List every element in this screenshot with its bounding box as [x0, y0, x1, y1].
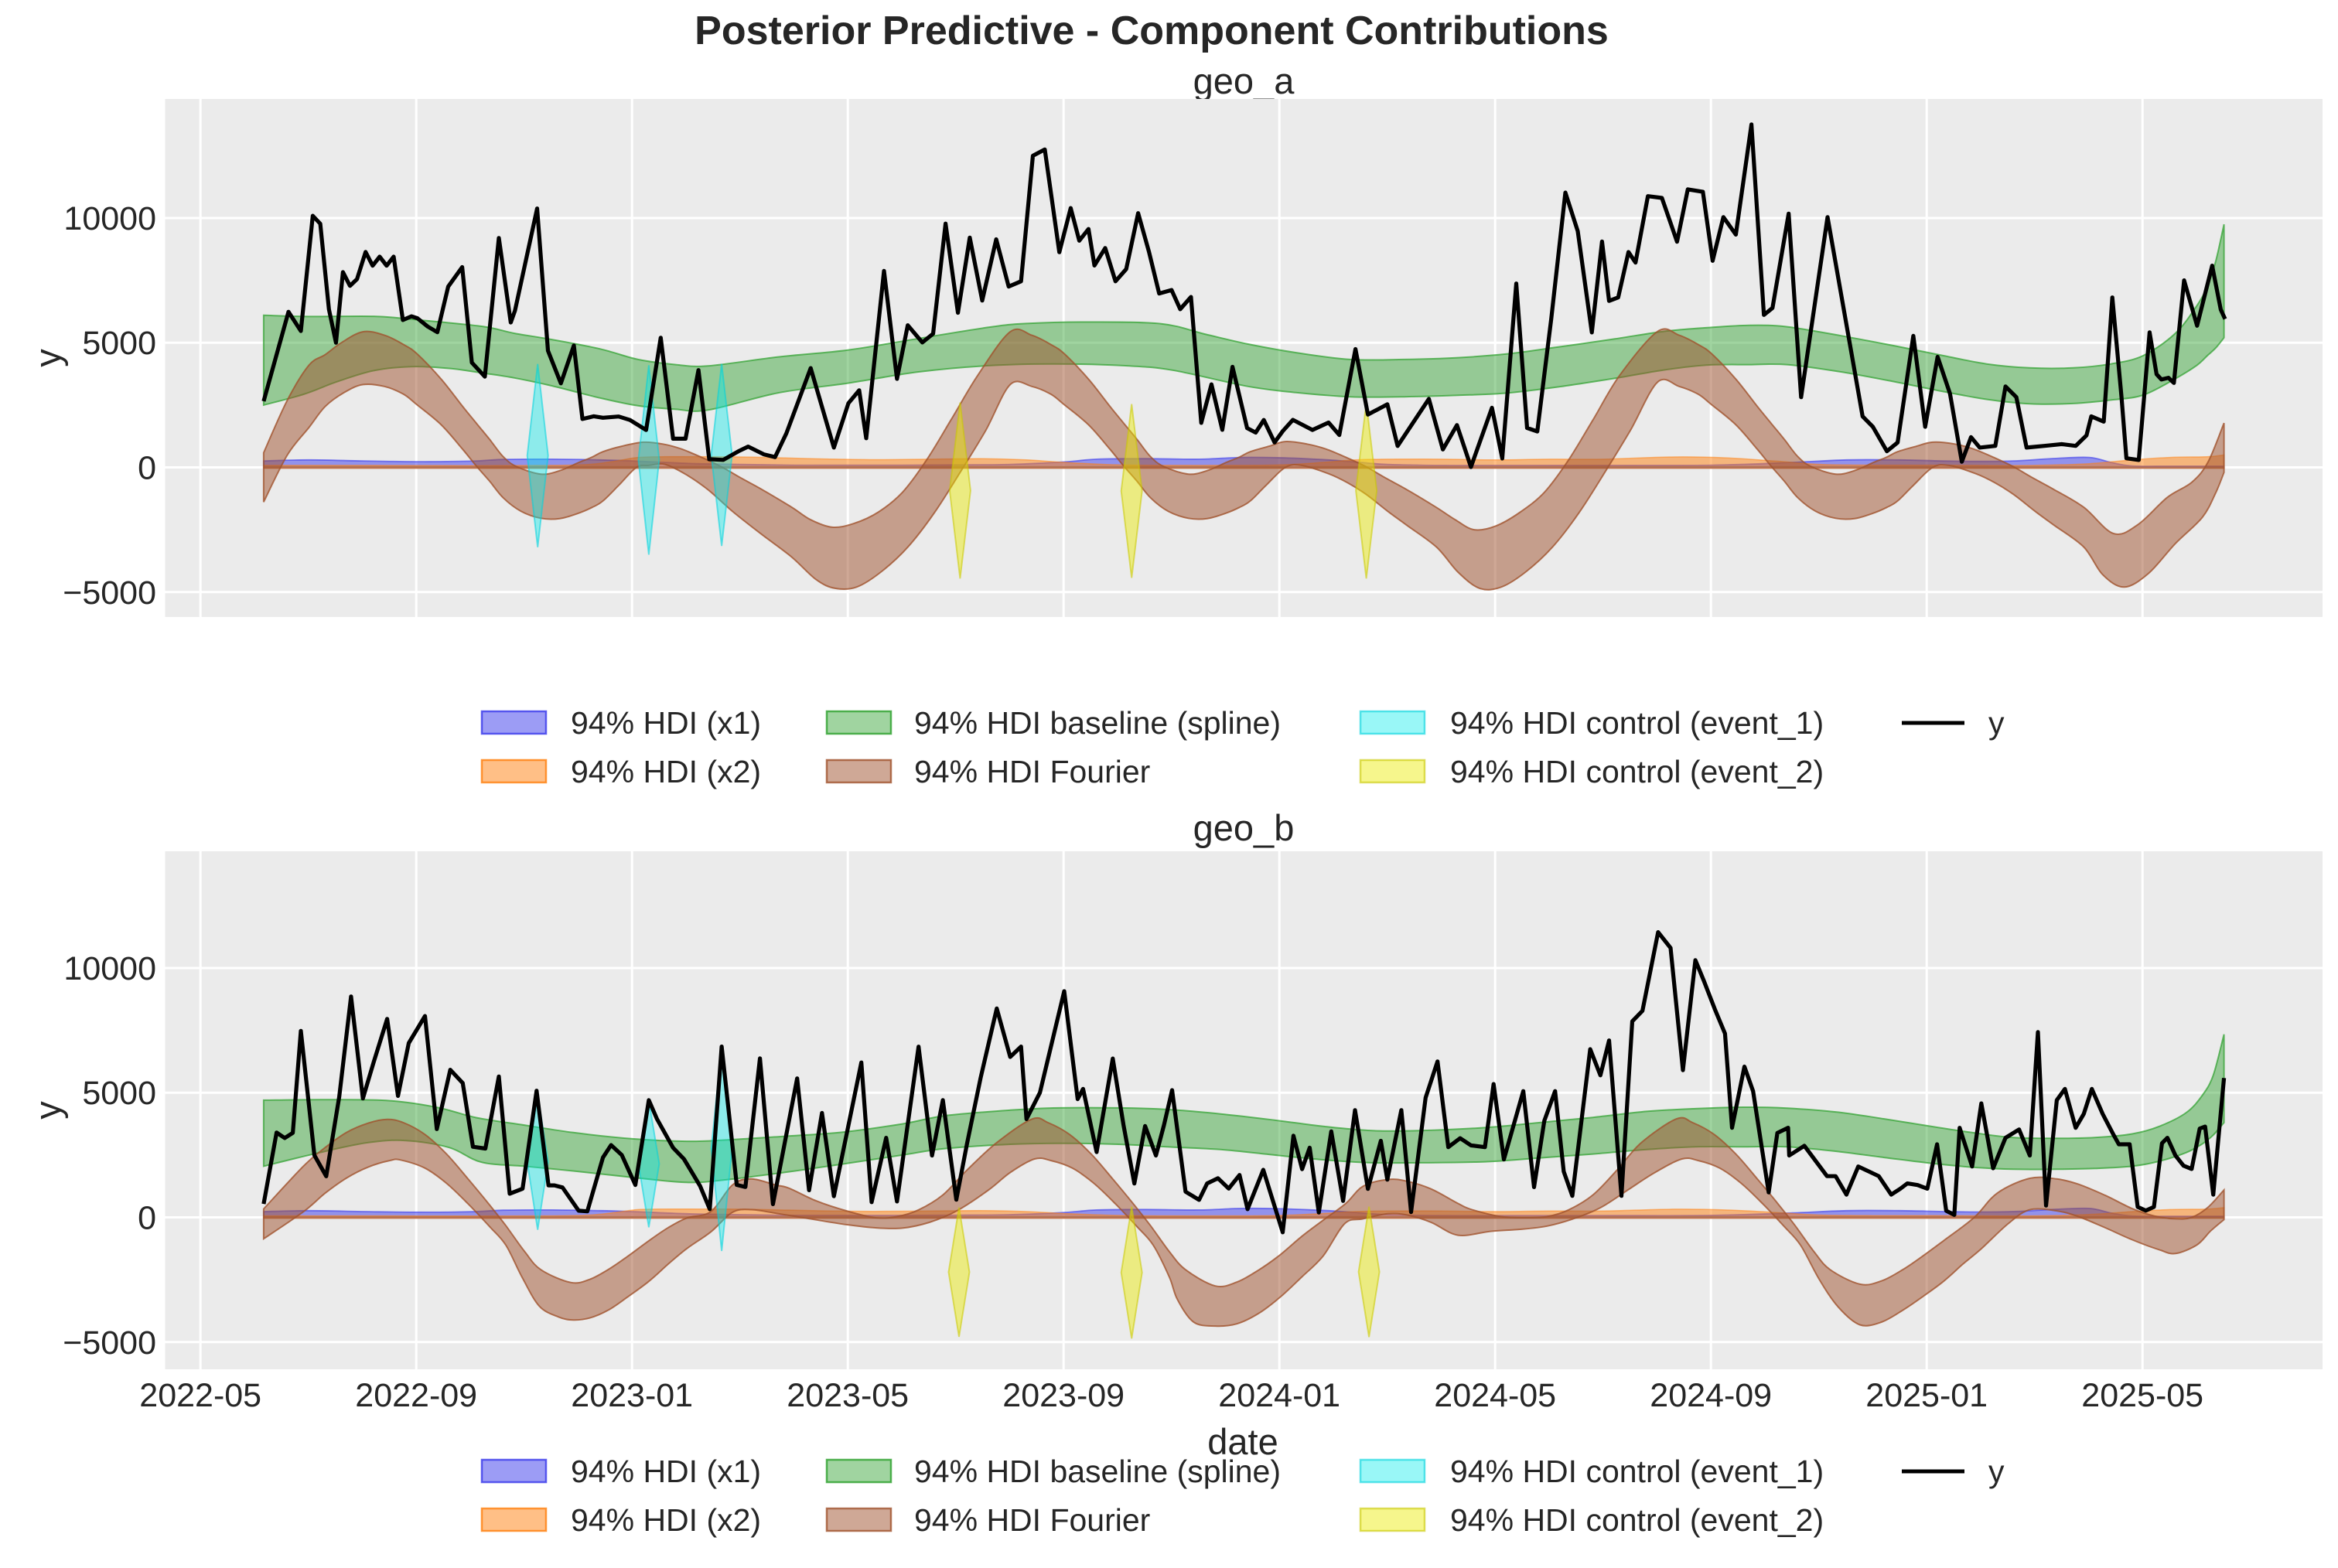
svg-text:94% HDI baseline (spline): 94% HDI baseline (spline): [914, 705, 1281, 741]
svg-text:5000: 5000: [82, 1075, 156, 1112]
svg-text:2024-09: 2024-09: [1650, 1377, 1772, 1414]
svg-text:−5000: −5000: [63, 1324, 156, 1362]
svg-text:94% HDI (x2): 94% HDI (x2): [571, 754, 761, 789]
svg-text:0: 0: [138, 450, 156, 487]
svg-text:2023-05: 2023-05: [787, 1377, 909, 1414]
svg-text:y: y: [1988, 1454, 2005, 1489]
svg-text:10000: 10000: [63, 200, 156, 237]
svg-text:2025-05: 2025-05: [2081, 1377, 2203, 1414]
svg-text:y: y: [27, 1101, 68, 1120]
svg-text:94% HDI Fourier: 94% HDI Fourier: [914, 1502, 1150, 1538]
svg-text:94% HDI baseline (spline): 94% HDI baseline (spline): [914, 1454, 1281, 1489]
svg-text:−5000: −5000: [63, 574, 156, 612]
svg-text:94% HDI (x1): 94% HDI (x1): [571, 705, 761, 741]
svg-text:2024-01: 2024-01: [1218, 1377, 1340, 1414]
svg-text:2022-05: 2022-05: [139, 1377, 261, 1414]
svg-text:2025-01: 2025-01: [1865, 1377, 1988, 1414]
svg-text:94% HDI control (event_1): 94% HDI control (event_1): [1450, 1454, 1824, 1489]
svg-text:94% HDI Fourier: 94% HDI Fourier: [914, 754, 1150, 789]
svg-text:2023-01: 2023-01: [571, 1377, 693, 1414]
svg-text:Posterior Predictive - Compone: Posterior Predictive - Component Contrib…: [695, 9, 1609, 53]
svg-text:94% HDI control (event_1): 94% HDI control (event_1): [1450, 705, 1824, 741]
svg-text:2023-09: 2023-09: [1002, 1377, 1125, 1414]
svg-text:date: date: [1207, 1421, 1278, 1462]
svg-text:0: 0: [138, 1200, 156, 1237]
svg-text:2022-09: 2022-09: [355, 1377, 477, 1414]
svg-text:10000: 10000: [63, 950, 156, 987]
svg-text:geo_b: geo_b: [1193, 807, 1295, 848]
svg-text:geo_a: geo_a: [1193, 60, 1295, 101]
svg-text:y: y: [1988, 705, 2005, 741]
svg-text:2024-05: 2024-05: [1434, 1377, 1556, 1414]
svg-text:y: y: [27, 349, 68, 367]
svg-text:5000: 5000: [82, 325, 156, 362]
svg-text:94% HDI (x1): 94% HDI (x1): [571, 1454, 761, 1489]
svg-text:94% HDI control (event_2): 94% HDI control (event_2): [1450, 1502, 1824, 1538]
svg-text:94% HDI control (event_2): 94% HDI control (event_2): [1450, 754, 1824, 789]
svg-text:94% HDI (x2): 94% HDI (x2): [571, 1502, 761, 1538]
